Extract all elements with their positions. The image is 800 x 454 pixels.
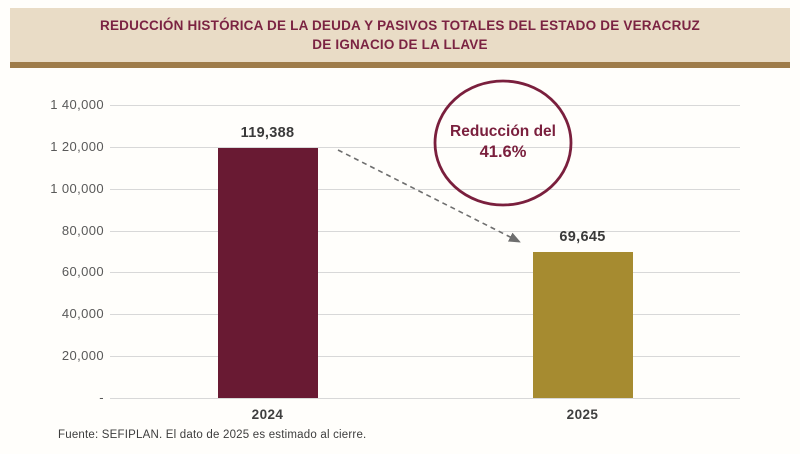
y-axis-tick-label: 40,000 [61,306,104,322]
gridline [110,398,740,399]
x-axis-label: 2025 [566,407,599,422]
decrease-trend-arrow-icon [337,149,521,243]
page-title-line-2: DE IGNACIO DE LA LLAVE [312,37,488,52]
y-axis-tick-label: 1 40,000 [50,97,104,112]
gridline [110,314,740,316]
gridline [110,230,740,232]
y-axis-tick-label: 80,000 [61,222,104,238]
y-axis-tick-label: - [99,390,104,405]
title-banner: REDUCCIÓN HISTÓRICA DE LA DEUDA Y PASIVO… [10,8,790,68]
gridline [110,105,740,106]
gridline [110,188,740,190]
bar-value-label: 69,645 [559,229,606,246]
y-axis-tick-label: 20,000 [61,348,104,364]
gridline [110,356,740,358]
reduction-annotation: Reducción del 41.6% [428,121,578,163]
bar-2025 [532,252,633,398]
page-title-line-1: REDUCCIÓN HISTÓRICA DE LA DEUDA Y PASIVO… [100,18,700,33]
y-axis-tick-label: 60,000 [61,264,104,280]
reduction-annotation-line1: Reducción del [450,123,556,140]
bar-2024 [217,148,318,398]
reduction-annotation-line2: 41.6% [479,143,527,161]
gridline [110,146,740,148]
y-axis-tick-label: 1 20,000 [50,138,104,154]
gridline [110,272,740,274]
source-note: Fuente: SEFIPLAN. El dato de 2025 es est… [58,429,367,441]
bar-value-label: 119,388 [240,125,295,142]
y-axis-tick-label: 1 00,000 [50,180,104,196]
x-axis-label: 2024 [251,407,284,422]
